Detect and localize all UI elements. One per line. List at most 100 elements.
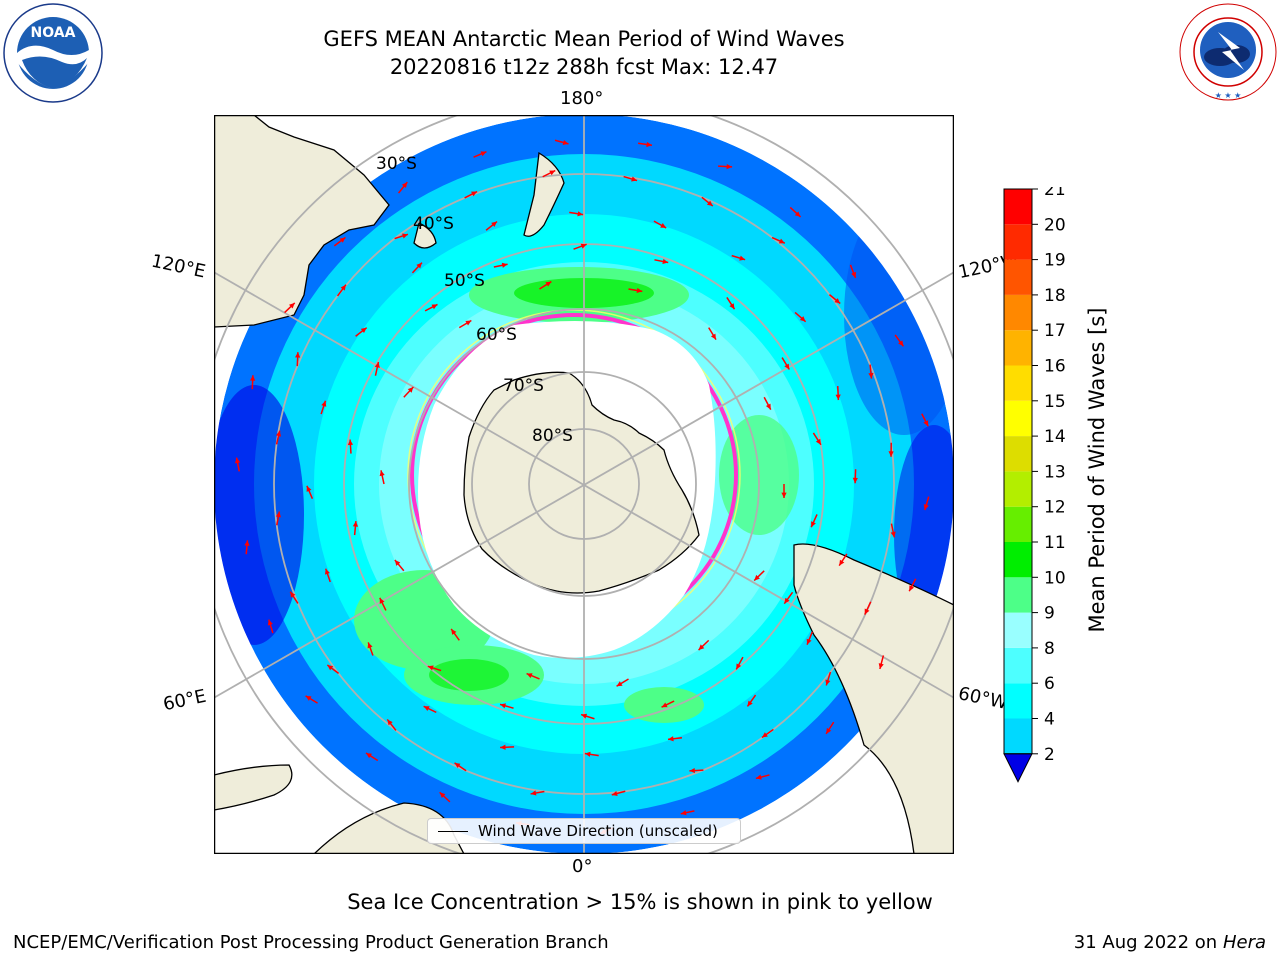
colorbar-tick-label: 16 — [1044, 357, 1066, 377]
wave-arrow-head — [794, 211, 801, 217]
wave-arrow-head — [290, 591, 296, 598]
wave-arrow-head — [250, 375, 256, 381]
wave-arrow-head — [454, 762, 461, 769]
wave-arrow-head — [401, 182, 408, 188]
wave-arrow-head — [778, 238, 785, 244]
wave-arrow-head — [545, 281, 552, 287]
wave-arrow-head — [306, 485, 312, 492]
wave-arrow-head — [726, 163, 733, 170]
chart-subtitle: 20220816 t12z 288h fcst Max: 12.47 — [389, 55, 779, 79]
colorbar-tick-label: 19 — [1044, 251, 1066, 271]
wave-arrow-head — [815, 438, 821, 445]
chart-title: GEFS MEAN Antarctic Mean Period of Wind … — [323, 27, 845, 51]
colorbar-tick-label: 9 — [1044, 604, 1055, 624]
wave-arrow-head — [689, 767, 695, 774]
map-legend: Wind Wave Direction (unscaled) — [427, 818, 741, 844]
wave-arrow-head — [394, 560, 401, 566]
wave-arrow-head — [698, 644, 705, 651]
wave-arrow-head — [275, 430, 282, 437]
nws-logo: ★ ★ ★ — [1179, 3, 1277, 101]
wave-arrow-head — [923, 504, 929, 511]
wave-arrow-head — [784, 597, 790, 604]
colorbar-bin — [1004, 683, 1032, 719]
wave-arrow-head — [761, 732, 768, 738]
wave-arrow-head — [360, 327, 367, 334]
wave-arrow-head — [244, 540, 250, 546]
wave-arrow-head — [784, 363, 790, 370]
wave-arrow-head — [888, 451, 894, 457]
lon-label-60e: 60°E — [161, 685, 208, 716]
polar-map: 30°S 40°S 50°S 60°S 70°S 80°S — [214, 115, 954, 854]
lat-label-60s: 60°S — [476, 325, 517, 345]
wave-arrow-head — [729, 303, 735, 310]
colorbar-tick-label: 20 — [1044, 215, 1066, 235]
lon-label-0: 0° — [572, 856, 593, 877]
svg-text:★ ★ ★: ★ ★ ★ — [1215, 91, 1242, 100]
wave-arrow-head — [852, 477, 858, 484]
latitude-labels: 30°S 40°S 50°S 60°S 70°S 80°S — [376, 154, 573, 446]
wave-arrow-head — [577, 211, 584, 217]
wave-arrow-head — [321, 400, 327, 407]
wave-arrow-head — [500, 744, 506, 750]
wave-arrow-head — [868, 372, 874, 379]
footer-date-text: 31 Aug 2022 on — [1073, 932, 1218, 953]
noaa-logo: NOAA — [3, 3, 103, 103]
colorbar-bin — [1004, 436, 1032, 472]
wave-direction-arrows — [235, 139, 930, 835]
wave-arrow-head — [631, 176, 638, 182]
wave-arrow-head — [739, 255, 746, 261]
wave-arrow-head — [431, 304, 438, 310]
graticule — [214, 115, 954, 854]
colorbar-bin — [1004, 577, 1032, 613]
wave-arrow-head — [379, 470, 385, 477]
wave-arrow-head — [580, 243, 587, 249]
wave-arrow-head — [275, 511, 281, 518]
colorbar: 2 4 6 8 9 10 11 12 13 14 15 16 17 18 19 20 21 — [1003, 187, 1066, 783]
colorbar-tick-label: 4 — [1044, 710, 1055, 730]
wave-arrow-head — [289, 302, 295, 309]
wave-arrow-head — [710, 333, 716, 340]
footer-credit: NCEP/EMC/Verification Post Processing Pr… — [13, 932, 609, 953]
colorbar-tick-label: 17 — [1044, 321, 1066, 341]
wave-arrow-head — [530, 790, 537, 796]
colorbar-ticks: 2 4 6 8 9 10 11 12 13 14 15 16 17 18 19 20 21 — [1032, 187, 1066, 765]
wave-arrow-head — [526, 673, 533, 679]
wave-arrow-head — [755, 774, 762, 780]
sea-ice-note: Sea Ice Concentration > 15% is shown in … — [347, 890, 933, 914]
wave-arrow-head — [747, 700, 753, 707]
lat-label-30s: 30°S — [376, 154, 417, 174]
wave-arrow-head — [878, 663, 884, 669]
wave-arrow-head — [811, 521, 816, 528]
wave-arrow-head — [500, 703, 506, 709]
lat-label-80s: 80°S — [532, 426, 573, 446]
colorbar-tick-label: 18 — [1044, 286, 1066, 306]
wave-arrow-head — [562, 139, 569, 145]
wave-arrow-head — [365, 752, 372, 759]
wave-arrow-head — [826, 727, 832, 734]
wave-arrow-head — [427, 665, 434, 671]
wave-arrow-head — [347, 439, 354, 446]
wave-arrow-head — [339, 237, 346, 243]
wave-arrow-head — [423, 706, 430, 712]
colorbar-bin — [1004, 259, 1032, 295]
wave-arrow-head — [646, 141, 652, 148]
wave-arrow-head — [806, 638, 812, 645]
wave-arrow-head — [660, 223, 667, 228]
svg-text:NOAA: NOAA — [31, 25, 76, 41]
colorbar-tick-label: 6 — [1044, 674, 1055, 694]
wave-arrow-head — [439, 792, 446, 798]
wave-arrow-head — [909, 585, 915, 592]
colorbar-tick-label: 12 — [1044, 498, 1066, 518]
colorbar-bin — [1004, 365, 1032, 401]
colorbar-bin — [1004, 471, 1032, 507]
wave-arrow-head — [799, 316, 806, 322]
colorbar-tick-label: 2 — [1044, 745, 1055, 765]
colorbar-bin — [1004, 224, 1032, 260]
wave-arrow-head — [736, 663, 742, 670]
lat-label-50s: 50°S — [444, 271, 485, 291]
colorbar-bins — [1003, 188, 1033, 783]
wave-arrow-head — [451, 628, 457, 635]
wave-arrow-head — [781, 492, 787, 498]
colorbar-tick-label: 8 — [1044, 639, 1055, 659]
wave-arrow-head — [611, 790, 618, 796]
